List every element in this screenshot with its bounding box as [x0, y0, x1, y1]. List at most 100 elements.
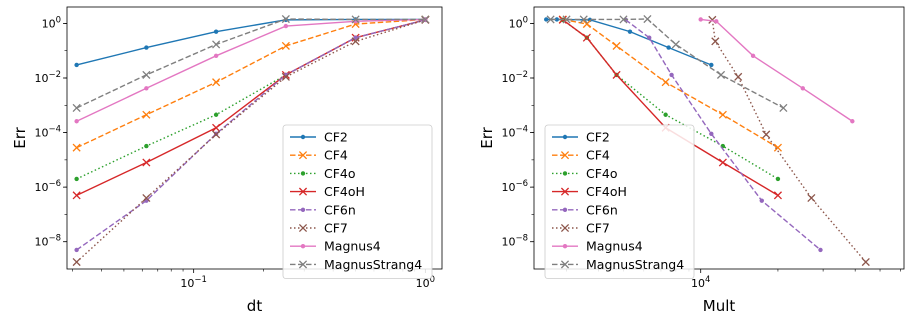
- data-point-MagnusStrang4: [546, 15, 555, 24]
- data-point-CF4o: [663, 112, 668, 117]
- data-point-CF7: [807, 193, 816, 203]
- data-point-CF7: [711, 37, 720, 46]
- series-line-CF2: [76, 18, 426, 66]
- data-point-CF6n: [818, 247, 823, 253]
- data-point-CF6n: [709, 131, 714, 137]
- data-point-CF4: [661, 78, 670, 87]
- legend-label-Magnus4: Magnus4: [324, 239, 381, 254]
- data-point-CF4oH: [612, 70, 621, 79]
- legend-marker-CF4: [560, 151, 570, 160]
- legend-box: [544, 124, 695, 280]
- data-point-CF4oH: [582, 33, 591, 42]
- legend-label-CF2: CF2: [324, 130, 348, 145]
- data-point-Magnus4: [144, 86, 149, 91]
- data-point-CF4o: [74, 176, 79, 182]
- data-point-CF4o: [144, 143, 149, 149]
- y-tick-label: 100: [42, 15, 61, 30]
- data-point-CF4oH: [212, 123, 221, 132]
- legend-label-CF6n: CF6n: [324, 202, 356, 217]
- plot-frame: [533, 6, 905, 270]
- data-point-Magnus4: [850, 119, 855, 124]
- x-axis-label: Mult: [703, 297, 736, 315]
- legend-label-CF4: CF4: [324, 148, 348, 163]
- data-point-CF2: [709, 62, 714, 68]
- y-tick-label: 10−6: [34, 179, 61, 194]
- legend-box: [282, 124, 433, 280]
- x-tick-label: 10−1: [180, 275, 207, 290]
- data-point-CF2: [144, 45, 149, 50]
- data-point-CF4o: [213, 112, 219, 117]
- data-point-CF6n: [353, 35, 358, 40]
- data-point-CF4o: [775, 176, 781, 182]
- x-tick-label: 104: [691, 275, 710, 290]
- y-tick-label: 10−2: [501, 70, 528, 85]
- data-point-CF2: [544, 17, 549, 22]
- data-point-CF7: [351, 37, 360, 46]
- data-point-Magnus4: [800, 86, 805, 91]
- legend-label-MagnusStrang4: MagnusStrang4: [324, 257, 422, 272]
- y-axis-label: Err: [11, 126, 29, 148]
- legend-marker-CF6n: [300, 207, 306, 212]
- legend-marker-Magnus4: [562, 244, 568, 249]
- y-tick-label: 10−8: [501, 234, 528, 249]
- legend-marker-CF7: [298, 223, 308, 233]
- legend-label-CF4o: CF4o: [586, 166, 618, 181]
- data-point-MagnusStrang4: [716, 70, 726, 79]
- data-point-CF4oH: [142, 158, 151, 167]
- data-point-CF2: [554, 17, 560, 22]
- data-point-CF4: [773, 143, 782, 152]
- chart-panel-1: 10−1 100 10−8 10−6 10−4 10−2 100 dt Err CF2 CF4 CF4…: [11, 6, 443, 315]
- legend-label-CF6n: CF6n: [586, 202, 618, 217]
- legend-marker-CF7: [560, 223, 570, 233]
- series-line-Magnus4: [700, 18, 853, 122]
- data-point-Magnus4: [714, 19, 719, 24]
- y-tick-label: 10−4: [501, 125, 528, 140]
- data-point-CF4: [212, 78, 221, 87]
- data-point-CF4: [612, 41, 621, 50]
- data-point-CF7: [734, 72, 743, 81]
- series-line-MagnusStrang4: [550, 18, 784, 109]
- data-point-CF4oH: [773, 191, 782, 200]
- data-point-MagnusStrang4: [579, 15, 588, 24]
- legend-marker-CF4oH: [560, 187, 570, 196]
- legend-marker-CF2: [300, 134, 306, 140]
- data-point-MagnusStrang4: [281, 14, 290, 24]
- data-point-MagnusStrang4: [643, 14, 652, 24]
- data-point-MagnusStrang4: [212, 40, 221, 49]
- data-point-CF6n: [647, 35, 652, 40]
- legend-marker-CF2: [562, 134, 568, 140]
- x-tick-label: 100: [416, 275, 435, 290]
- legend-marker-CF4o: [300, 171, 306, 176]
- data-point-MagnusStrang4: [779, 103, 788, 112]
- series-group: [72, 14, 430, 267]
- data-point-CF4oH: [72, 191, 81, 200]
- data-point-MagnusStrang4: [351, 15, 360, 24]
- legend-label-CF4oH: CF4oH: [586, 184, 627, 199]
- data-point-MagnusStrang4: [619, 15, 628, 24]
- data-point-CF4: [582, 19, 591, 29]
- data-point-CF6n: [759, 198, 764, 203]
- series-line-CF6n: [625, 19, 821, 251]
- y-tick-label: 10−2: [34, 70, 61, 85]
- data-point-Magnus4: [283, 23, 289, 29]
- series-line-CF6n: [76, 19, 426, 251]
- data-point-CF2: [627, 29, 633, 34]
- legend-marker-MagnusStrang4: [560, 260, 570, 269]
- legend-marker-CF6n: [562, 207, 568, 212]
- y-tick-label: 10−8: [34, 234, 61, 249]
- data-point-CF4: [718, 110, 727, 119]
- data-point-CF7: [72, 257, 81, 267]
- data-point-Magnus4: [74, 119, 79, 124]
- y-tick-label: 100: [509, 15, 528, 30]
- legend-label-Magnus4: Magnus4: [586, 239, 643, 254]
- series-line-CF4: [76, 18, 426, 149]
- legend: CF2 CF4 CF4o CF4oH CF6n CF7 Magnus4 MagnusStran…: [544, 124, 695, 280]
- data-point-MagnusStrang4: [72, 103, 81, 112]
- data-point-CF7: [281, 72, 290, 81]
- plot-frame: [66, 6, 443, 270]
- x-axis-label: dt: [247, 297, 263, 315]
- data-point-MagnusStrang4: [421, 15, 430, 24]
- series-line-CF4oH: [562, 19, 779, 196]
- data-point-CF7: [861, 257, 870, 267]
- legend-label-CF2: CF2: [586, 130, 610, 145]
